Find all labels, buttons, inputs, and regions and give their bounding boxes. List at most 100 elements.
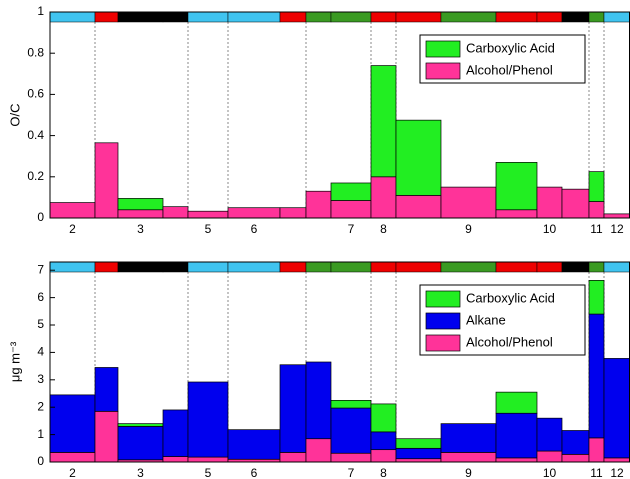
category-band	[227, 11, 281, 23]
bar	[440, 186, 497, 219]
bar	[330, 407, 372, 454]
bar	[588, 280, 605, 315]
category-band	[49, 261, 96, 273]
x-tick-label: 9	[465, 222, 472, 236]
bar	[162, 206, 189, 219]
y-tick-label: 1	[37, 4, 44, 18]
x-tick-label: 7	[348, 466, 355, 479]
bar	[305, 190, 332, 219]
bar	[187, 381, 229, 458]
category-band	[588, 261, 605, 273]
bar	[495, 457, 538, 463]
y-tick-label: 0.4	[27, 128, 44, 142]
category-band	[162, 261, 189, 273]
legend-label: Alkane	[466, 312, 506, 327]
bar	[588, 437, 605, 463]
bar	[227, 429, 281, 460]
bar	[370, 65, 397, 178]
x-tick-label: 10	[543, 466, 557, 479]
bar	[395, 119, 442, 196]
bar	[603, 358, 630, 459]
x-tick-label: 2	[69, 466, 76, 479]
bar	[561, 188, 590, 219]
legend-label: Carboxylic Acid	[466, 40, 555, 55]
bar	[49, 452, 96, 463]
category-band	[440, 261, 497, 273]
x-tick-label: 5	[205, 222, 212, 236]
x-tick-label: 9	[465, 466, 472, 479]
bar	[440, 452, 497, 463]
y-tick-label: 5	[37, 317, 44, 331]
bar	[495, 391, 538, 414]
legend-swatch	[425, 312, 461, 330]
y-tick-label: 2	[37, 399, 44, 413]
x-tick-label: 10	[543, 222, 557, 236]
category-band	[370, 261, 397, 273]
legend-label: Alcohol/Phenol	[466, 62, 553, 77]
bar	[588, 171, 605, 202]
bar	[536, 450, 563, 463]
y-tick-label: 0.2	[27, 169, 44, 183]
category-band	[94, 261, 119, 273]
bar	[305, 361, 332, 440]
bar	[495, 412, 538, 459]
bar	[588, 313, 605, 439]
y-tick-label: 0.8	[27, 45, 44, 59]
category-band	[117, 11, 164, 23]
bar	[162, 409, 189, 457]
legend-label: Alcohol/Phenol	[466, 334, 553, 349]
category-band	[370, 11, 397, 23]
bar	[440, 423, 497, 453]
x-tick-label: 3	[137, 466, 144, 479]
bar	[370, 176, 397, 219]
x-tick-label: 6	[251, 222, 258, 236]
bar	[330, 182, 372, 201]
bar	[330, 400, 372, 409]
bar	[330, 200, 372, 219]
legend-swatch	[425, 334, 461, 352]
category-band	[603, 261, 630, 273]
bar	[395, 447, 442, 460]
category-band	[305, 261, 332, 273]
bar	[370, 431, 397, 451]
category-band	[603, 11, 630, 23]
category-band	[117, 261, 164, 273]
x-tick-label: 8	[380, 466, 387, 479]
y-axis-label: O/C	[7, 103, 22, 126]
x-tick-label: 3	[137, 222, 144, 236]
bar	[279, 364, 307, 453]
y-tick-label: 7	[37, 262, 44, 276]
y-tick-label: 4	[37, 345, 44, 359]
category-band	[561, 261, 590, 273]
category-band	[305, 11, 332, 23]
bar	[370, 403, 397, 433]
y-tick-label: 6	[37, 290, 44, 304]
x-tick-label: 12	[610, 222, 624, 236]
bar	[561, 430, 590, 455]
bar	[279, 452, 307, 463]
legend-label: Carboxylic Acid	[466, 290, 555, 305]
category-band	[227, 261, 281, 273]
bar	[117, 209, 164, 219]
bar	[305, 438, 332, 463]
bar	[94, 410, 119, 463]
category-band	[279, 261, 307, 273]
bar	[187, 456, 229, 463]
category-band	[94, 11, 119, 23]
category-band	[49, 11, 96, 23]
category-band	[330, 261, 372, 273]
category-band	[162, 11, 189, 23]
category-band	[395, 11, 442, 23]
category-band	[495, 261, 538, 273]
bar	[603, 457, 630, 463]
x-tick-label: 2	[69, 222, 76, 236]
bar	[117, 426, 164, 461]
category-band	[588, 11, 605, 23]
bar	[162, 456, 189, 463]
category-band	[561, 11, 590, 23]
legend-swatch	[425, 290, 461, 308]
x-tick-label: 11	[590, 466, 603, 479]
y-tick-label: 1	[37, 427, 44, 441]
bar	[94, 367, 119, 412]
